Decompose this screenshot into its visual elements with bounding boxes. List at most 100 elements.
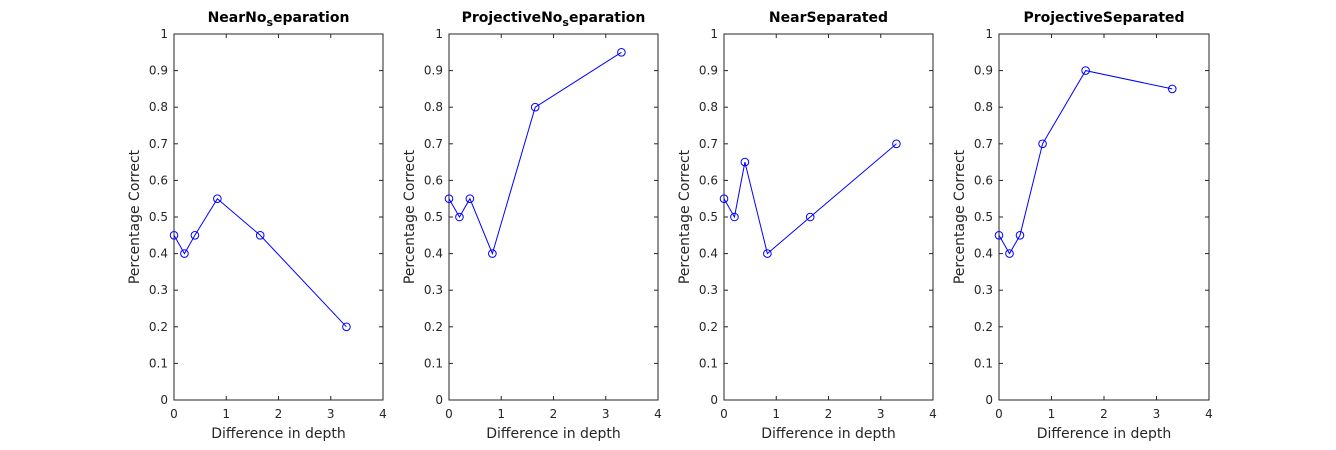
data-point	[1038, 139, 1047, 149]
chart-panel-2: 0 1 2 3 4 0 0.1 0.2 0.3 0.4 0.5 0.6 0.7 0.8 0.9 1 Differ…	[402, 10, 662, 442]
x-tick-label: 0	[170, 407, 178, 421]
x-tick-label: 2	[825, 407, 833, 421]
y-tick-label: 0.2	[424, 320, 443, 334]
y-tick-label: 0.3	[149, 283, 168, 297]
axes-box	[448, 33, 659, 401]
data-point	[1167, 84, 1177, 94]
y-tick-label: 1	[710, 27, 718, 41]
y-tick-label: 0.4	[699, 247, 718, 261]
y-tick-label: 0.9	[149, 64, 168, 78]
y-tick-label: 0.7	[974, 137, 993, 151]
chart-title-subscript: s	[266, 16, 273, 29]
chart-panel-1: 0 1 2 3 4 0 0.1 0.2 0.3 0.4 0.5 0.6 0.7 0.8 0.9 1 Differ…	[127, 10, 387, 442]
x-tick-label: 4	[379, 407, 387, 421]
y-tick-label: 0.1	[974, 356, 993, 370]
x-axis-label: Difference in depth	[486, 426, 621, 442]
data-point	[488, 249, 497, 258]
y-tick-label: 0.7	[699, 137, 718, 151]
y-tick-label: 1	[435, 27, 443, 41]
y-tick-label: 0.6	[699, 173, 718, 187]
x-tick-label: 3	[327, 407, 335, 421]
y-tick-label: 0.3	[699, 283, 718, 297]
x-tick-label: 0	[995, 407, 1003, 421]
y-tick-label: 1	[985, 27, 993, 41]
y-tick-label: 0	[160, 393, 168, 407]
x-axis-label: Difference in depth	[761, 426, 896, 442]
y-tick-label: 0.2	[974, 320, 993, 334]
x-tick-label: 4	[929, 407, 937, 421]
chart-title-part: ProjectiveSeparated	[1023, 10, 1184, 26]
x-tick-label: 1	[772, 407, 780, 421]
x-tick-label: 2	[1100, 407, 1108, 421]
chart-title: NearNoseparation	[208, 10, 350, 29]
x-tick-label: 1	[497, 407, 505, 421]
data-point	[169, 231, 179, 240]
y-tick-label: 0.9	[699, 64, 718, 78]
y-tick-label: 0.4	[424, 247, 443, 261]
x-tick-label: 1	[1048, 407, 1056, 421]
y-tick-label: 0	[435, 393, 443, 407]
x-tick-label: 2	[550, 407, 558, 421]
y-tick-label: 0.1	[424, 356, 443, 370]
y-axis-label: Percentage Correct	[127, 149, 143, 284]
x-tick-label: 4	[654, 407, 662, 421]
chart-panel-3: 0 1 2 3 4 0 0.1 0.2 0.3 0.4 0.5 0.6 0.7 0.8 0.9 1 Differ…	[677, 10, 937, 442]
y-tick-label: 0.3	[974, 283, 993, 297]
chart-title-part: eparation	[273, 10, 349, 26]
x-axis-label: Difference in depth	[211, 426, 346, 442]
data-point	[444, 194, 454, 203]
data-point	[180, 249, 189, 258]
y-tick-label: 0.7	[424, 137, 443, 151]
data-point	[190, 231, 200, 240]
data-point	[719, 194, 729, 203]
y-tick-label: 0.2	[149, 320, 168, 334]
data-point	[530, 102, 540, 112]
data-point	[213, 194, 222, 203]
y-tick-label: 0.7	[149, 137, 168, 151]
data-point	[455, 212, 464, 222]
data-point	[763, 249, 772, 258]
data-point	[740, 157, 750, 167]
y-tick-label: 0.5	[149, 210, 168, 224]
y-tick-label: 0.6	[424, 173, 443, 187]
data-point	[1015, 231, 1025, 240]
y-tick-label: 0.1	[149, 356, 168, 370]
data-point	[1005, 249, 1014, 258]
x-tick-label: 4	[1205, 407, 1213, 421]
x-tick-label: 3	[1153, 407, 1161, 421]
y-tick-label: 0	[710, 393, 718, 407]
y-tick-label: 0.5	[424, 210, 443, 224]
x-tick-label: 1	[222, 407, 230, 421]
chart-title: ProjectiveNoseparation	[462, 10, 646, 29]
chart-title-part: NearNo	[208, 10, 267, 26]
y-tick-label: 1	[160, 27, 168, 41]
chart-title: NearSeparated	[769, 10, 888, 26]
data-point	[805, 212, 815, 222]
y-tick-label: 0.4	[974, 247, 993, 261]
y-tick-label: 0.9	[974, 64, 993, 78]
x-axis-label: Difference in depth	[1037, 426, 1172, 442]
x-tick-label: 0	[445, 407, 453, 421]
x-tick-label: 0	[720, 407, 728, 421]
chart-title-subscript: s	[562, 16, 569, 29]
y-tick-label: 0.5	[974, 210, 993, 224]
y-tick-label: 0	[985, 393, 993, 407]
x-tick-label: 2	[275, 407, 283, 421]
y-tick-label: 0.2	[699, 320, 718, 334]
chart-panel-4: 0 1 2 3 4 0 0.1 0.2 0.3 0.4 0.5 0.6 0.7 0.8 0.9 1 Differ…	[952, 10, 1213, 442]
data-point	[730, 212, 739, 222]
chart-title: ProjectiveSeparated	[1023, 10, 1184, 26]
chart-title-part: ProjectiveNo	[462, 10, 563, 26]
axes-box	[173, 33, 384, 401]
x-tick-label: 3	[877, 407, 885, 421]
y-tick-label: 0.9	[424, 64, 443, 78]
y-axis-label: Percentage Correct	[952, 149, 968, 284]
y-tick-label: 0.4	[149, 247, 168, 261]
y-axis-label: Percentage Correct	[402, 149, 418, 284]
y-tick-label: 0.5	[699, 210, 718, 224]
y-tick-label: 0.3	[424, 283, 443, 297]
chart-title-part: NearSeparated	[769, 10, 888, 26]
y-tick-label: 0.6	[974, 173, 993, 187]
y-tick-label: 0.8	[149, 100, 168, 114]
